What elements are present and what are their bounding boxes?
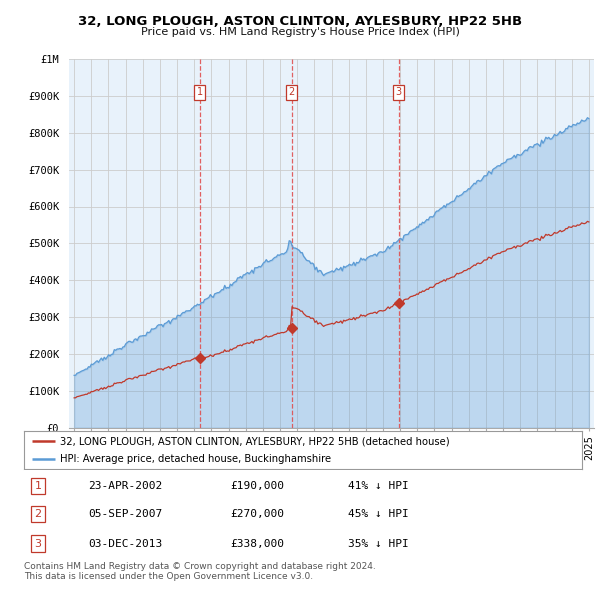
Text: £190,000: £190,000	[230, 481, 284, 491]
Text: 23-APR-2002: 23-APR-2002	[88, 481, 163, 491]
Text: £338,000: £338,000	[230, 539, 284, 549]
Text: 1: 1	[34, 481, 41, 491]
Text: 1: 1	[197, 87, 203, 97]
Text: 3: 3	[395, 87, 402, 97]
Text: 45% ↓ HPI: 45% ↓ HPI	[347, 509, 409, 519]
Text: 2: 2	[34, 509, 41, 519]
Text: 05-SEP-2007: 05-SEP-2007	[88, 509, 163, 519]
Text: Contains HM Land Registry data © Crown copyright and database right 2024.
This d: Contains HM Land Registry data © Crown c…	[24, 562, 376, 581]
Text: 35% ↓ HPI: 35% ↓ HPI	[347, 539, 409, 549]
Text: £270,000: £270,000	[230, 509, 284, 519]
Text: 41% ↓ HPI: 41% ↓ HPI	[347, 481, 409, 491]
Text: 03-DEC-2013: 03-DEC-2013	[88, 539, 163, 549]
Text: HPI: Average price, detached house, Buckinghamshire: HPI: Average price, detached house, Buck…	[60, 454, 331, 464]
Text: 32, LONG PLOUGH, ASTON CLINTON, AYLESBURY, HP22 5HB (detached house): 32, LONG PLOUGH, ASTON CLINTON, AYLESBUR…	[60, 437, 450, 447]
Text: 3: 3	[34, 539, 41, 549]
Text: Price paid vs. HM Land Registry's House Price Index (HPI): Price paid vs. HM Land Registry's House …	[140, 27, 460, 37]
Text: 32, LONG PLOUGH, ASTON CLINTON, AYLESBURY, HP22 5HB: 32, LONG PLOUGH, ASTON CLINTON, AYLESBUR…	[78, 15, 522, 28]
Text: 2: 2	[289, 87, 295, 97]
